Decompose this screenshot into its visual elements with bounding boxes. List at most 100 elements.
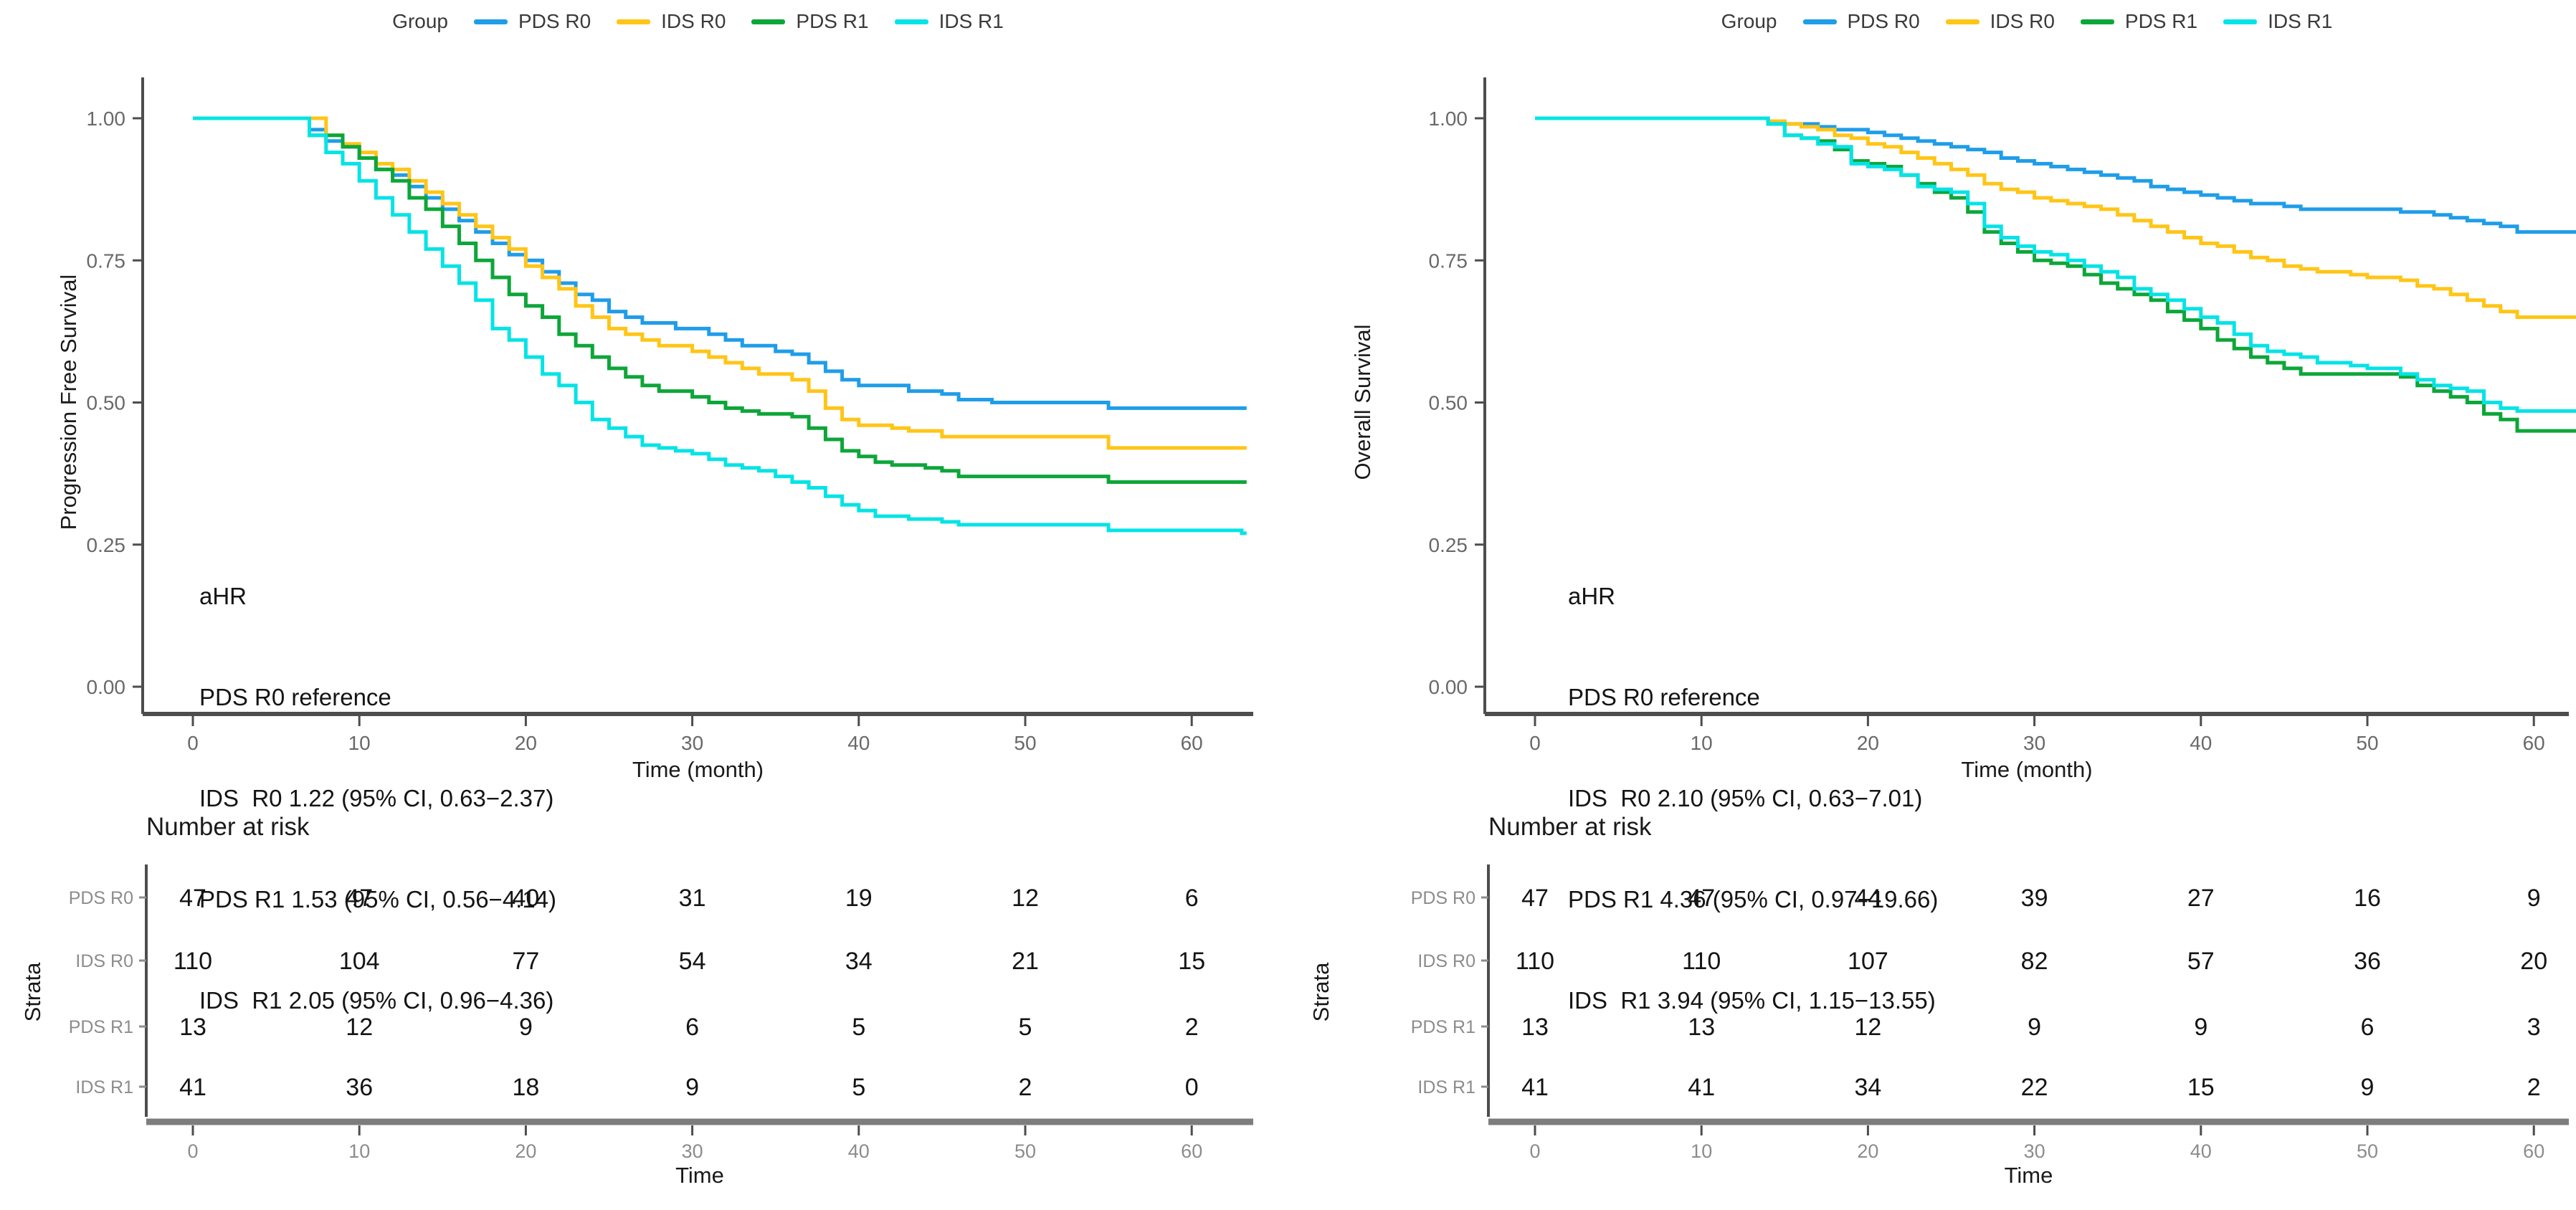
x-tick-label: 20 (515, 732, 537, 754)
ahr-annotation: aHR PDS R0 reference IDS R0 1.22 (95% CI… (199, 512, 556, 1085)
risk-row-label: PDS R0 (69, 888, 133, 908)
x-tick-label: 40 (2190, 732, 2212, 754)
legend-key-swatch (2223, 19, 2258, 24)
risk-x-axis-title: Time (2004, 1163, 2053, 1188)
risk-count: 15 (2187, 1074, 2215, 1101)
km-curve-pds-r0 (193, 116, 1247, 410)
risk-x-tick-label: 50 (1014, 1140, 1036, 1162)
legend-item-pds-r0: PDS R0 (1802, 10, 1920, 33)
legend-label: IDS R1 (2268, 10, 2333, 32)
risk-count: 9 (2527, 885, 2541, 912)
risk-count: 110 (174, 948, 212, 975)
y-tick-label: 0.25 (1429, 534, 1468, 556)
risk-count: 44 (1854, 885, 1881, 912)
x-tick-label: 30 (2023, 732, 2045, 754)
x-axis-title: Time (month) (632, 757, 764, 782)
risk-count: 5 (1019, 1014, 1032, 1041)
y-tick-label: 0.25 (87, 534, 126, 556)
legend-item-ids-r0: IDS R0 (1945, 10, 2055, 33)
km-curve-ids-r0 (193, 116, 1247, 450)
risk-count: 12 (346, 1014, 373, 1041)
legend-key-swatch (894, 19, 928, 24)
risk-row-label: PDS R0 (1411, 888, 1475, 908)
risk-x-axis-title: Time (675, 1163, 724, 1188)
risk-count: 6 (2361, 1014, 2375, 1041)
annotation-line: PDS R1 4.36 (95% CI, 0.97−19.66) (1568, 886, 1939, 913)
annotation-line: IDS R0 1.22 (95% CI, 0.63−2.37) (199, 785, 554, 811)
risk-count: 6 (685, 1014, 699, 1041)
annotation-line: PDS R0 reference (1568, 684, 1760, 710)
risk-count: 9 (2194, 1014, 2207, 1041)
x-tick-label: 50 (2356, 732, 2378, 754)
risk-count: 40 (512, 885, 539, 912)
risk-count: 3 (2527, 1014, 2541, 1041)
x-tick-label: 60 (2523, 732, 2545, 754)
risk-count: 22 (2021, 1074, 2048, 1101)
km-curve-pds-r1 (193, 116, 1247, 484)
risk-row-label: IDS R1 (75, 1077, 133, 1097)
y-tick-label: 0.00 (1429, 676, 1468, 698)
x-tick-label: 0 (1529, 732, 1541, 754)
risk-row-label: IDS R1 (1417, 1077, 1475, 1097)
risk-x-tick-label: 60 (1181, 1140, 1202, 1162)
x-tick-label: 10 (1691, 732, 1713, 754)
legend-title: Group (392, 10, 448, 32)
legend-key-swatch (1945, 19, 1979, 24)
legend-label: IDS R1 (938, 10, 1004, 32)
risk-count: 13 (1521, 1014, 1549, 1041)
risk-count: 110 (1516, 948, 1554, 975)
risk-count: 34 (1854, 1074, 1881, 1101)
risk-x-tick-label: 50 (2357, 1140, 2378, 1162)
risk-row-label: IDS R0 (75, 951, 133, 971)
risk-count: 77 (512, 948, 539, 975)
risk-x-tick-label: 40 (2190, 1140, 2212, 1162)
risk-count: 107 (1848, 948, 1888, 975)
risk-count: 27 (2187, 885, 2215, 912)
risk-x-tick-label: 10 (348, 1140, 370, 1162)
x-tick-label: 0 (187, 732, 199, 754)
km-curve-ids-r1 (193, 116, 1247, 535)
risk-count: 31 (679, 885, 706, 912)
km-curve-ids-r1 (1535, 116, 2576, 413)
y-axis-title: Overall Survival (1350, 324, 1375, 480)
strata-axis-title: Strata (20, 962, 45, 1022)
legend: Group PDS R0 IDS R0 PDS R1 IDS R1 (1485, 10, 2569, 33)
y-tick-label: 0.75 (87, 249, 126, 272)
legend-item-ids-r0: IDS R0 (617, 10, 726, 33)
risk-x-tick-label: 20 (515, 1140, 536, 1162)
risk-count: 16 (2354, 885, 2381, 912)
y-axis-title: Progression Free Survival (56, 274, 81, 530)
legend-item-ids-r1: IDS R1 (2223, 10, 2332, 33)
risk-count: 5 (852, 1074, 865, 1101)
legend-items: PDS R0 IDS R0 PDS R1 IDS R1 (474, 10, 1004, 33)
risk-x-tick-label: 20 (1857, 1140, 1878, 1162)
legend-label: PDS R1 (796, 10, 869, 32)
risk-count: 104 (339, 948, 380, 975)
legend-label: PDS R0 (518, 10, 591, 32)
risk-row-label: IDS R0 (1417, 951, 1475, 971)
pfs-panel: 0.00 0.25 0.50 0.75 1.00 0 10 20 30 40 50 60 PDS R0 4… (20, 10, 1253, 1188)
risk-x-tick-label: 60 (2523, 1140, 2544, 1162)
risk-count: 18 (512, 1074, 539, 1101)
y-tick-label: 1.00 (87, 108, 126, 130)
annotation-line: IDS R1 2.05 (95% CI, 0.96−4.36) (199, 987, 554, 1014)
km-curve-ids-r0 (1535, 116, 2576, 319)
risk-count: 47 (179, 885, 206, 912)
risk-table-title: Number at risk (146, 813, 310, 841)
risk-count: 2 (1185, 1014, 1199, 1041)
risk-count: 0 (1185, 1074, 1199, 1101)
legend-items: PDS R0 IDS R0 PDS R1 IDS R1 (1802, 10, 2332, 33)
x-tick-label: 20 (1857, 732, 1879, 754)
risk-count: 39 (2021, 885, 2048, 912)
y-tick-label: 0.75 (1429, 249, 1468, 272)
risk-count: 57 (2187, 948, 2215, 975)
legend-label: IDS R0 (661, 10, 726, 32)
risk-count: 13 (179, 1014, 206, 1041)
risk-count: 12 (1012, 885, 1039, 912)
risk-count: 47 (1521, 885, 1549, 912)
y-tick-label: 0.50 (1429, 392, 1468, 414)
legend: Group PDS R0 IDS R0 PDS R1 IDS R1 (143, 10, 1253, 33)
legend-key-swatch (617, 19, 651, 24)
risk-count: 36 (346, 1074, 373, 1101)
